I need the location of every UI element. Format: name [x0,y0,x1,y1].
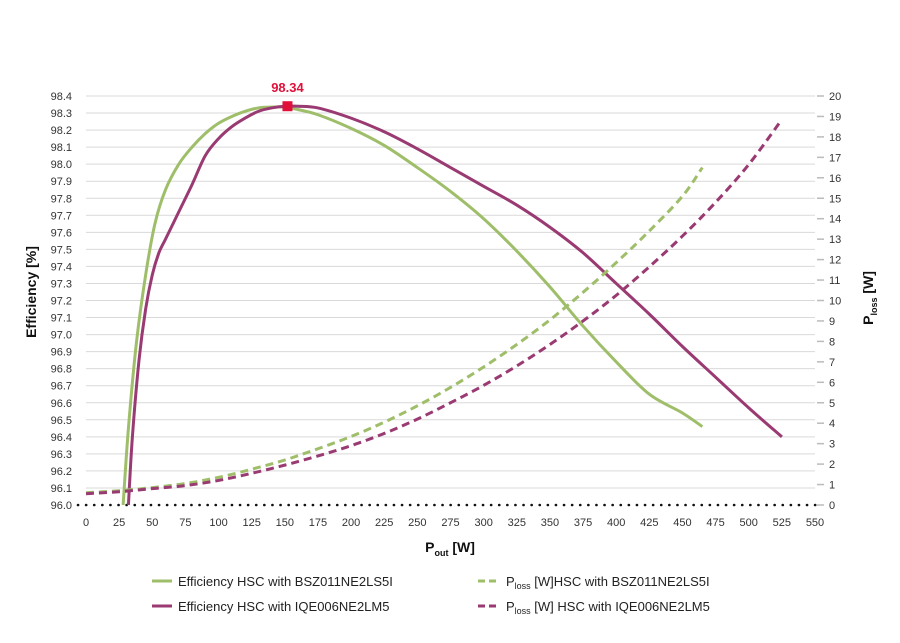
y2-tick-label: 20 [829,91,841,103]
y-tick-label: 96.1 [51,483,72,495]
y2-tick-label: 19 [829,111,841,123]
series [85,104,784,506]
y2-tick-label: 4 [829,418,835,430]
legend-item-ploss-bsz: Ploss [W]HSC with BSZ011NE2LS5I [478,574,710,591]
y2-tick-label: 7 [829,357,835,369]
y-tick-label: 96.8 [51,364,72,376]
y2-tick-label: 1 [829,480,835,492]
legend-label: Efficiency HSC with BSZ011NE2LS5I [178,574,393,589]
legend-item-ploss-iqe: Ploss [W] HSC with IQE006NE2LM5 [478,599,710,616]
x-tick-label: 300 [474,517,492,529]
y-tick-label: 97.4 [51,261,72,273]
y-tick-label: 98.2 [51,125,72,137]
y2-tick-label: 15 [829,193,841,205]
legend-item-efficiency-bsz: Efficiency HSC with BSZ011NE2LS5I [152,574,393,589]
y2-tick-label: 12 [829,255,841,267]
y2-tick-label: 2 [829,459,835,471]
y2-tick-label: 6 [829,377,835,389]
y-tick-label: 97.7 [51,210,72,222]
x-tick-label: 425 [640,517,658,529]
x-tick-label: 25 [113,517,125,529]
y-tick-label: 96.7 [51,381,72,393]
x-tick-label: 100 [209,517,227,529]
annotation-layer: 98.34 [271,80,304,112]
x-tick-label: 525 [773,517,791,529]
y-tick-label: 97.9 [51,176,72,188]
x-tick-label: 225 [375,517,393,529]
y2-tick-label: 10 [829,296,841,308]
x-tick-label: 475 [706,517,724,529]
series-line-2 [85,166,704,495]
y-tick-label: 97.1 [51,313,72,325]
y2-tick-label: 18 [829,132,841,144]
y2-tick-label: 16 [829,173,841,185]
x-tick-label: 550 [806,517,824,529]
x-tick-label: 150 [276,517,294,529]
y-tick-label: 96.5 [51,415,72,427]
y2-tick-label: 3 [829,439,835,451]
y2-axis-title-unit: [W] [860,271,876,297]
y2-tick-label: 11 [829,275,840,287]
y-tick-label: 97.2 [51,296,72,308]
x-tick-label: 325 [508,517,526,529]
x-tick-label: 275 [441,517,459,529]
x-axis-title-unit: [W] [448,539,474,555]
legend-label: Ploss [W] HSC with IQE006NE2LM5 [506,599,710,616]
peak-marker [282,101,293,112]
x-tick-label: 375 [574,517,592,529]
legend-label: Efficiency HSC with IQE006NE2LM5 [178,599,389,614]
y-tick-label: 96.3 [51,449,72,461]
y2-tick-label: 14 [829,214,841,226]
x-tick-label: 0 [83,517,89,529]
y2-tick-label: 5 [829,398,835,410]
y-tick-label: 96.6 [51,398,72,410]
x-tick-label: 250 [408,517,426,529]
x-tick-label: 500 [740,517,758,529]
y-tick-label: 98.0 [51,159,72,171]
y2-axis-title-sub: loss [869,298,879,316]
y-tick-label: 98.1 [51,142,72,154]
legend-item-efficiency-iqe: Efficiency HSC with IQE006NE2LM5 [152,599,389,614]
x-tick-label: 450 [673,517,691,529]
x-tick-label: 175 [309,517,327,529]
y-tick-label: 96.9 [51,347,72,359]
y2-tick-label: 8 [829,336,835,348]
x-tick-label: 200 [342,517,360,529]
y-tick-label: 96.4 [51,432,72,444]
x-tick-label: 400 [607,517,625,529]
grid [86,95,815,489]
x-axis-title-sub: out [434,548,448,558]
x-axis-title: Pout [W] [425,539,475,558]
x-axis-title-main: P [425,539,434,555]
y2-tick-label: 9 [829,316,835,328]
y2-tick-label: 0 [829,500,835,512]
y2-tick-label: 13 [829,234,841,246]
y2-axis-title: Ploss [W] [860,271,879,325]
y2-tick-label: 17 [829,152,841,164]
legend: Efficiency HSC with BSZ011NE2LS5I Effici… [152,574,710,616]
x-tick-label: 125 [243,517,261,529]
y2-axis-title-main: P [860,316,876,325]
y-axis-title: Efficiency [%] [23,246,39,338]
x-tick-label: 75 [179,517,191,529]
y-tick-label: 98.4 [51,91,72,103]
y-tick-label: 96.2 [51,466,72,478]
legend-label: Ploss [W]HSC with BSZ011NE2LS5I [506,574,710,591]
x-tick-label: 350 [541,517,559,529]
x-tick-label: 50 [146,517,158,529]
series-line-1 [126,104,783,506]
y-tick-label: 97.5 [51,244,72,256]
y-tick-label: 97.3 [51,278,72,290]
series-line-3 [85,118,784,496]
series-line-0 [121,105,704,506]
y-tick-label: 98.3 [51,108,72,120]
peak-label: 98.34 [271,80,304,95]
y-tick-label: 97.8 [51,193,72,205]
y-tick-label: 96.0 [51,500,72,512]
y-tick-label: 97.6 [51,227,72,239]
y-tick-label: 97.0 [51,330,72,342]
axes: 96.0 96.1 96.2 96.3 96.4 96.5 96.6 96.7 96.8 96.9… [51,91,842,529]
